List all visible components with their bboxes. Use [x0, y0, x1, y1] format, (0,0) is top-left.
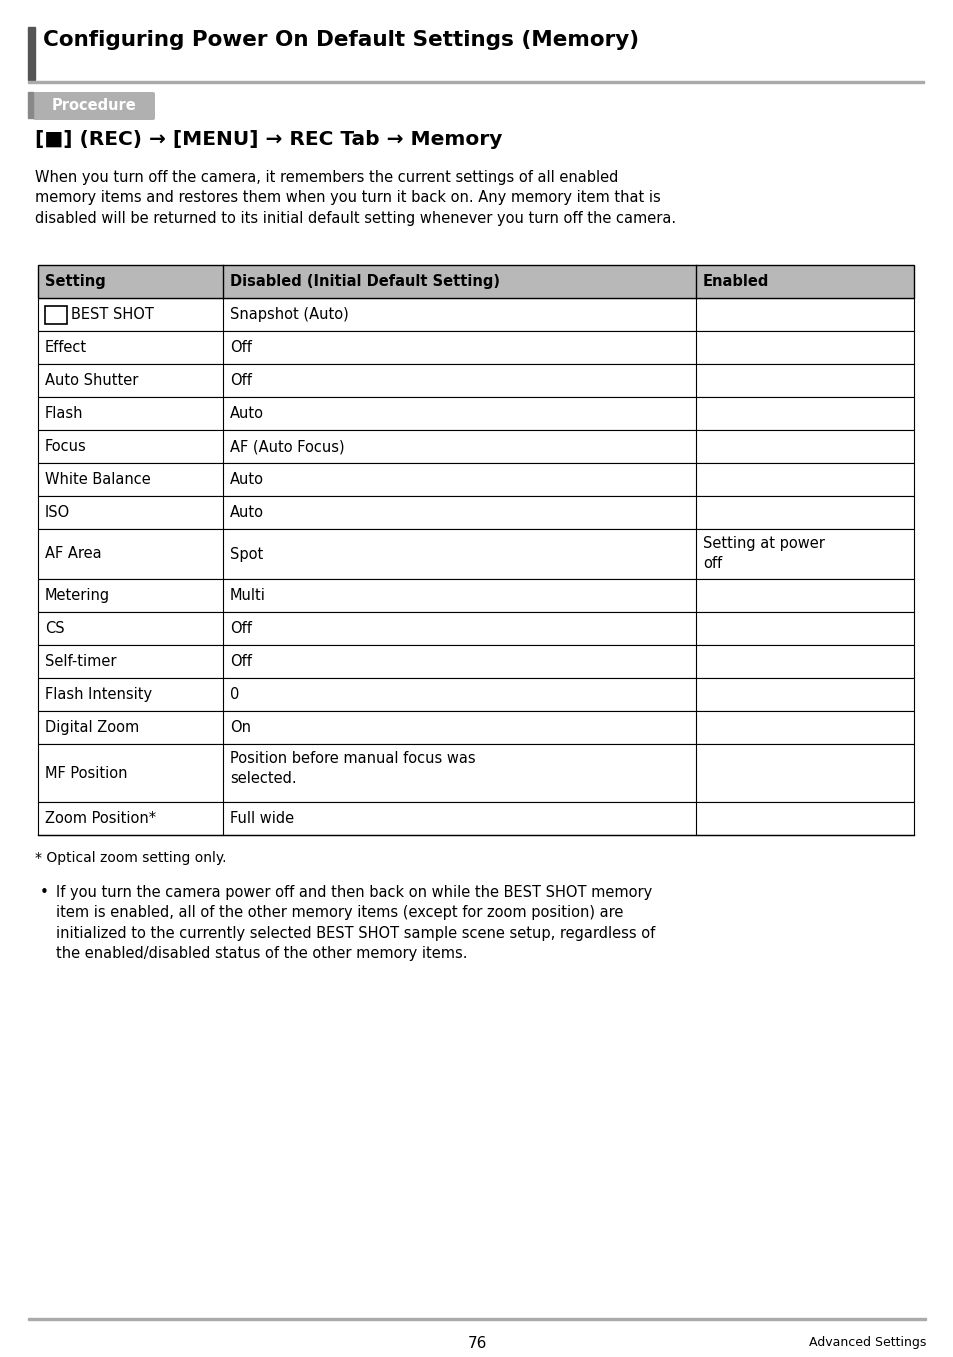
Text: Off: Off: [230, 622, 252, 636]
Bar: [38, 299, 913, 331]
Bar: [38, 398, 913, 430]
Bar: [38, 364, 913, 398]
Bar: [38, 612, 913, 645]
Text: 0: 0: [230, 687, 239, 702]
Text: Auto Shutter: Auto Shutter: [45, 373, 138, 388]
Text: Spot: Spot: [230, 547, 263, 562]
Text: Metering: Metering: [45, 588, 110, 603]
Text: Flash Intensity: Flash Intensity: [45, 687, 152, 702]
Text: Auto: Auto: [230, 472, 264, 487]
Bar: [38, 645, 913, 678]
Bar: [38, 711, 913, 744]
Text: MF Position: MF Position: [45, 765, 128, 780]
Text: Self-timer: Self-timer: [45, 654, 116, 669]
Text: AF (Auto Focus): AF (Auto Focus): [230, 440, 344, 455]
Text: Position before manual focus was
selected.: Position before manual focus was selecte…: [230, 750, 476, 786]
Bar: [38, 463, 913, 497]
Text: Off: Off: [230, 341, 252, 356]
Text: ISO: ISO: [45, 505, 71, 520]
Bar: [38, 331, 913, 364]
Text: Setting at power
off: Setting at power off: [702, 536, 824, 571]
Text: Setting: Setting: [45, 274, 106, 289]
Text: BEST SHOT: BEST SHOT: [71, 307, 153, 322]
Text: If you turn the camera power off and then back on while the BEST SHOT memory
ite: If you turn the camera power off and the…: [56, 885, 655, 961]
Text: Snapshot (Auto): Snapshot (Auto): [230, 307, 349, 322]
Bar: [38, 744, 913, 802]
Text: Off: Off: [230, 654, 252, 669]
Text: Flash: Flash: [45, 406, 84, 421]
Text: Multi: Multi: [230, 588, 266, 603]
Bar: [38, 529, 913, 579]
Text: Enabled: Enabled: [702, 274, 768, 289]
Text: 76: 76: [467, 1337, 486, 1352]
Bar: [28, 92, 33, 118]
Text: Zoom Position*: Zoom Position*: [45, 811, 156, 826]
Text: •: •: [40, 885, 49, 900]
Text: White Balance: White Balance: [45, 472, 151, 487]
Bar: [45, 305, 67, 323]
Text: Digital Zoom: Digital Zoom: [45, 721, 139, 735]
Text: Off: Off: [230, 373, 252, 388]
Text: CS: CS: [45, 622, 65, 636]
Bar: [38, 430, 913, 463]
Text: Configuring Power On Default Settings (Memory): Configuring Power On Default Settings (M…: [43, 30, 639, 50]
Text: Full wide: Full wide: [230, 811, 294, 826]
Text: On: On: [230, 721, 251, 735]
Bar: [38, 265, 913, 299]
Text: Effect: Effect: [45, 341, 87, 356]
Text: AF Area: AF Area: [45, 547, 102, 562]
Bar: [28, 80, 923, 83]
Text: Auto: Auto: [230, 406, 264, 421]
Text: * Optical zoom setting only.: * Optical zoom setting only.: [35, 851, 226, 864]
Bar: [28, 27, 35, 80]
Text: Auto: Auto: [230, 505, 264, 520]
Text: BS: BS: [49, 309, 64, 319]
Text: Focus: Focus: [45, 440, 87, 455]
Text: Procedure: Procedure: [51, 99, 136, 114]
Bar: [38, 802, 913, 835]
Text: Disabled (Initial Default Setting): Disabled (Initial Default Setting): [230, 274, 499, 289]
Text: [■] (REC) → [MENU] → REC Tab → Memory: [■] (REC) → [MENU] → REC Tab → Memory: [35, 130, 502, 149]
Bar: [38, 497, 913, 529]
Bar: [28, 1318, 925, 1320]
Text: Advanced Settings: Advanced Settings: [808, 1337, 925, 1349]
Bar: [38, 579, 913, 612]
Bar: [38, 678, 913, 711]
FancyBboxPatch shape: [33, 92, 154, 119]
Text: When you turn off the camera, it remembers the current settings of all enabled
m: When you turn off the camera, it remembe…: [35, 170, 676, 225]
